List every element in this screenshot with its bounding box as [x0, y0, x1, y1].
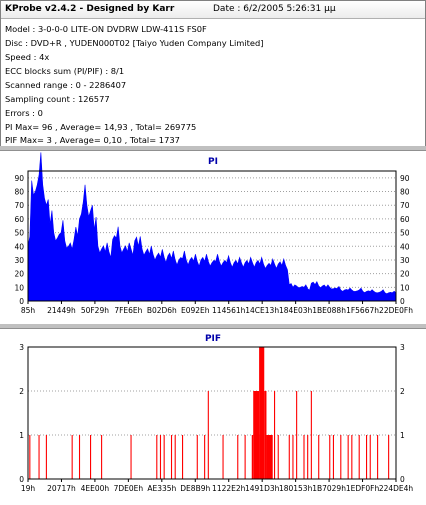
pi-xtick-label: 22DE0Fh: [379, 306, 413, 315]
separator: [0, 146, 426, 150]
pif-xtick-label: 224DE4h: [379, 484, 414, 493]
pi-xtick-label: 7FE6Eh: [114, 306, 142, 315]
pif-ytick-left: 2: [19, 387, 24, 396]
info-scanned-range: Scanned range : 0 - 2286407: [5, 80, 127, 90]
pif-bar-cluster: [251, 435, 254, 479]
pi-ytick-left: 0: [19, 297, 24, 306]
pi-ytick-right: 40: [400, 242, 410, 251]
pif-xtick-label: DE8B9h: [180, 484, 210, 493]
pif-bar-cluster: [266, 435, 273, 479]
pif-bar-cluster: [259, 347, 265, 479]
pif-xtick-label: AE335h: [147, 484, 176, 493]
pi-ytick-left: 30: [14, 256, 24, 265]
pif-ytick-right: 2: [400, 387, 405, 396]
pi-ytick-left: 60: [14, 215, 24, 224]
pi-ytick-right: 0: [400, 297, 405, 306]
pi-ytick-right: 20: [400, 270, 410, 279]
pi-xtick-label: 50F29h: [81, 306, 109, 315]
info-speed: Speed : 4x: [5, 52, 50, 62]
info-model: Model : 3-0-0-0 LITE-ON DVDRW LDW-411S F…: [5, 24, 207, 34]
pi-xtick-label: 184E03h: [279, 306, 313, 315]
pi-chart-title: PI: [208, 157, 218, 167]
pif-ytick-left: 0: [19, 475, 24, 484]
pi-ytick-left: 20: [14, 270, 24, 279]
info-pif-stats: PIF Max= 3 , Average= 0,10 , Total= 1737: [5, 135, 180, 145]
pif-ytick-right: 1: [400, 431, 405, 440]
pif-plot-frame: [27, 346, 397, 480]
pi-chart-panel: PI 0 0 10 10 20 20 30 30 40 40 50 50 60 60 70 70 80 80 90 9…: [0, 150, 426, 325]
pif-ytick-right: 0: [400, 475, 405, 484]
pif-bar-cluster: [253, 391, 260, 479]
pif-xtick-label: 1122E2h: [212, 484, 246, 493]
pif-bar-cluster: [264, 391, 267, 479]
pif-chart-panel: PIF 0 0 1 1 2 2 3 3 19h 20717h 4EE00h 7DE0Eh AE335h D…: [0, 328, 426, 501]
pif-ytick-right: 3: [400, 343, 405, 352]
scan-date: Date : 6/2/2005 5:26:31 μμ: [213, 4, 336, 14]
info-panel: KProbe v2.4.2 - Designed by Karr Date : …: [0, 0, 426, 147]
info-ecc-blocks: ECC blocks sum (PI/PIF) : 8/1: [5, 66, 125, 76]
app-title: KProbe v2.4.2 - Designed by Karr: [5, 4, 175, 14]
pi-ytick-left: 90: [14, 174, 24, 183]
pi-ytick-right: 90: [400, 174, 410, 183]
separator: [0, 324, 426, 328]
pif-xtick-label: 1B7029h: [312, 484, 346, 493]
pif-xtick-label: 4EE00h: [81, 484, 110, 493]
pif-xtick-label: 180153h: [279, 484, 313, 493]
pi-ytick-right: 10: [400, 283, 410, 292]
info-pi-stats: PI Max= 96 , Average= 14,93 , Total= 269…: [5, 122, 197, 132]
pi-xtick-label: 1F5667h: [346, 306, 379, 315]
pif-xtick-label: 19h: [21, 484, 36, 493]
info-header: KProbe v2.4.2 - Designed by Karr Date : …: [1, 1, 425, 19]
pi-ytick-left: 50: [14, 229, 24, 238]
pi-xtick-label: 21449h: [47, 306, 76, 315]
pi-ytick-right: 70: [400, 201, 410, 210]
pi-plot-frame: [27, 170, 397, 302]
pi-ytick-left: 70: [14, 201, 24, 210]
pi-ytick-left: 10: [14, 283, 24, 292]
pi-series-area: [27, 152, 397, 302]
pif-xtick-label: 20717h: [47, 484, 76, 493]
pif-xtick-label: 1EDF0Fh: [346, 484, 380, 493]
pif-chart-title: PIF: [205, 334, 221, 344]
pi-xtick-label: 14CE13h: [245, 306, 279, 315]
pi-xtick-label: 85h: [21, 306, 36, 315]
pi-ytick-left: 80: [14, 188, 24, 197]
pi-ytick-right: 60: [400, 215, 410, 224]
pif-chart: PIF 0 0 1 1 2 2 3 3 19h 20717h 4EE00h 7DE0Eh AE335h D…: [19, 334, 414, 493]
pi-ytick-left: 40: [14, 242, 24, 251]
pi-ytick-right: 30: [400, 256, 410, 265]
pif-ytick-left: 3: [19, 343, 24, 352]
info-errors: Errors : 0: [5, 108, 43, 118]
pi-xtick-label: E092Eh: [181, 306, 210, 315]
pi-xtick-label: B02D6h: [147, 306, 177, 315]
pif-xtick-label: 1491D3h: [245, 484, 280, 493]
pi-ytick-right: 50: [400, 229, 410, 238]
pi-chart: PI 0 0 10 10 20 20 30 30 40 40 50 50 60 60 70 70 80 80 90 9…: [14, 152, 413, 315]
pi-xtick-label: 114561h: [212, 306, 246, 315]
info-disc: Disc : DVD+R , YUDEN000T02 [Taiyo Yuden …: [5, 38, 264, 48]
pif-ytick-left: 1: [19, 431, 24, 440]
info-sampling-count: Sampling count : 126577: [5, 94, 110, 104]
pif-xtick-label: 7DE0Eh: [114, 484, 144, 493]
pi-xtick-label: 1BE088h: [312, 306, 346, 315]
pi-ytick-right: 80: [400, 188, 410, 197]
